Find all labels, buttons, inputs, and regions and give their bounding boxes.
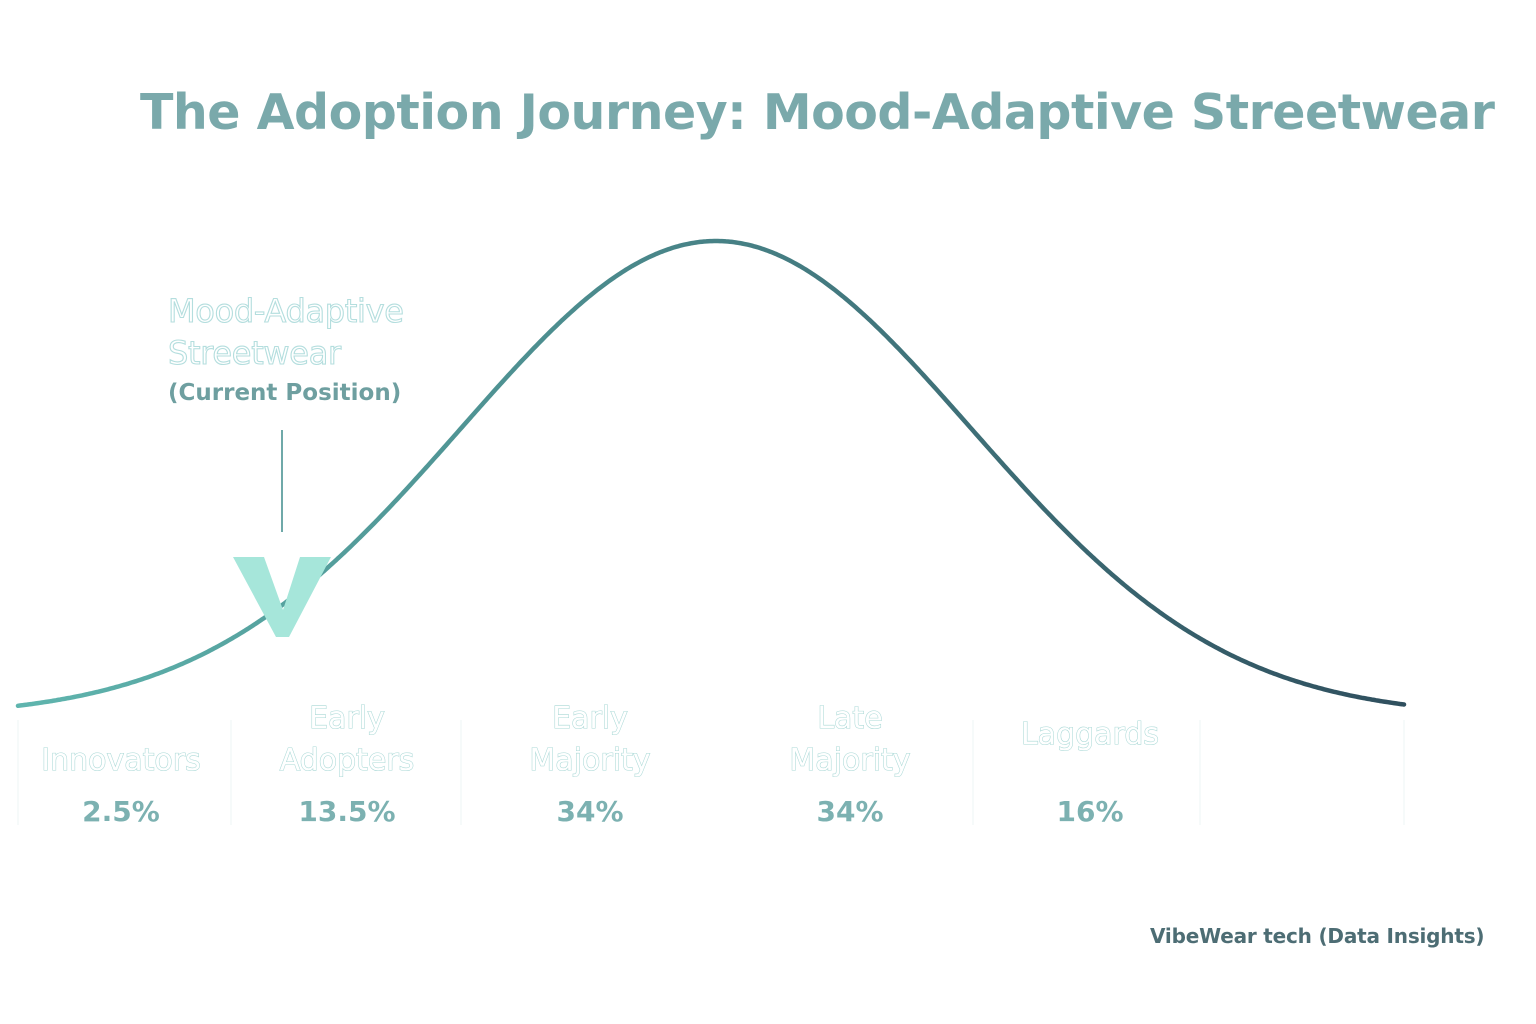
segment-label: Majority xyxy=(529,743,650,778)
segment-label: Adopters xyxy=(280,743,415,778)
annotation-name-line-1: Mood-Adaptive xyxy=(167,291,404,330)
annotation-name-line-2: Streetwear xyxy=(167,333,341,372)
current-position-marker xyxy=(233,557,331,637)
segment-percent: 2.5% xyxy=(82,795,160,828)
segment-label: Early xyxy=(552,701,628,736)
chart-title: The Adoption Journey: Mood-Adaptive Stre… xyxy=(140,84,1495,141)
source-credit: VibeWear tech (Data Insights) xyxy=(1150,924,1485,948)
segment-label: Late xyxy=(817,701,882,736)
current-position-annotation: Mood-Adaptive Streetwear (Current Positi… xyxy=(167,290,468,406)
annotation-subtitle: (Current Position) xyxy=(168,380,402,406)
segment-label: Majority xyxy=(789,743,910,778)
segment-label: Innovators xyxy=(41,743,200,778)
segment-percent: 34% xyxy=(816,795,883,828)
segment-label: Early xyxy=(309,701,385,736)
segment-percent: 13.5% xyxy=(298,795,395,828)
segment-percent: 34% xyxy=(556,795,623,828)
segment-percent: 16% xyxy=(1056,795,1123,828)
segment-label: Laggards xyxy=(1021,717,1159,752)
adoption-bell-curve xyxy=(15,238,1407,709)
